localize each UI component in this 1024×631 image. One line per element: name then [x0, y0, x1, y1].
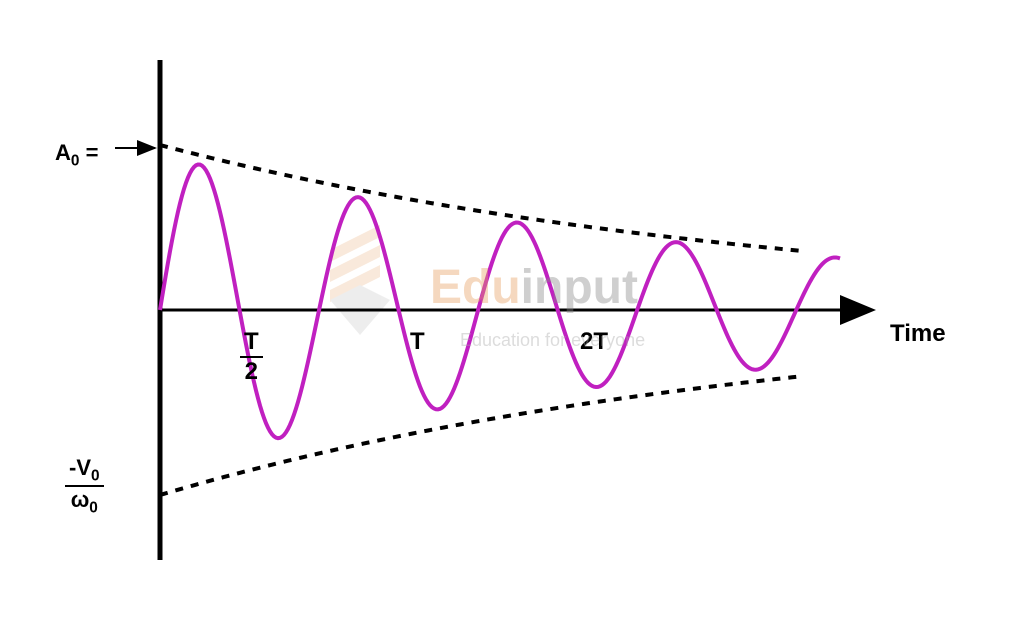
damped-wave	[160, 164, 840, 438]
time-axis-label: Time	[890, 320, 946, 348]
plot-canvas	[0, 0, 1024, 631]
tick-label-t: T	[410, 328, 425, 356]
velocity-over-omega-label: -V0ω0	[65, 455, 104, 518]
axes	[160, 60, 870, 560]
tick-label-2t: 2T	[580, 328, 608, 356]
tick-label-t_half: T2	[240, 328, 263, 386]
envelope-curves	[160, 145, 800, 495]
amplitude-label: A0 =	[55, 140, 98, 170]
